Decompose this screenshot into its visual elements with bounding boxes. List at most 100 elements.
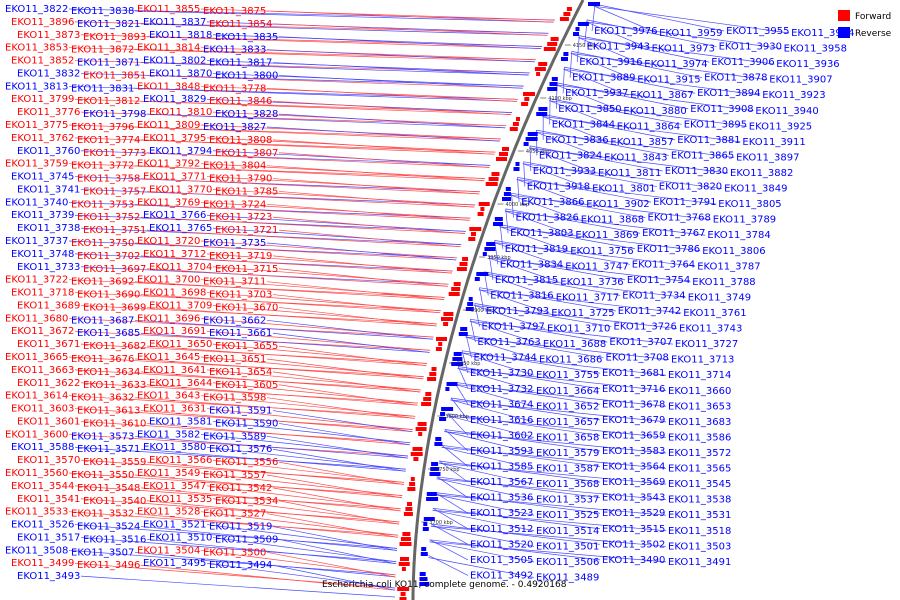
reverse-gene <box>536 112 548 116</box>
gene-label-eko11_3734: EKO11_3734 <box>622 290 685 301</box>
connector-line <box>266 513 398 538</box>
gene-label-eko11_3749: EKO11_3749 <box>688 292 751 303</box>
connector-line <box>266 87 517 102</box>
connector-line <box>489 256 494 280</box>
gene-label-eko11_3519: EKO11_3519 <box>209 522 272 533</box>
gene-label-eko11_3855: EKO11_3855 <box>137 4 200 15</box>
tick-label: 3750 kbp <box>436 467 460 473</box>
connector-line <box>549 100 615 127</box>
gene-label-eko11_3895: EKO11_3895 <box>684 119 747 130</box>
gene-label-eko11_3503: EKO11_3503 <box>668 541 731 552</box>
connector-line <box>457 368 667 392</box>
gene-label-eko11_3632: EKO11_3632 <box>71 393 134 404</box>
connector-line <box>474 303 480 327</box>
gene-label-eko11_3715: EKO11_3715 <box>215 264 278 275</box>
connector-line <box>522 163 591 189</box>
connector-line <box>200 8 555 21</box>
connector-line <box>444 431 535 454</box>
connector-line <box>450 399 667 423</box>
forward-gene <box>400 537 411 541</box>
connector-line <box>436 476 601 499</box>
connector-line <box>140 100 512 115</box>
connector-line <box>453 383 535 407</box>
connector-line <box>206 21 549 34</box>
gene-label-eko11_3580: EKO11_3580 <box>143 442 206 453</box>
gene-label-eko11_3537: EKO11_3537 <box>536 495 599 506</box>
connector-line <box>505 208 641 234</box>
gene-label-eko11_3760: EKO11_3760 <box>17 146 80 157</box>
gene-label-eko11_3508: EKO11_3508 <box>5 545 68 556</box>
forward-gene <box>496 157 507 161</box>
legend-forward-label: Forward <box>855 12 891 22</box>
connector-line <box>465 336 538 361</box>
connector-line <box>266 319 433 340</box>
forward-gene <box>399 597 407 600</box>
connector-line <box>80 537 397 562</box>
gene-label-eko11_3550: EKO11_3550 <box>71 470 134 481</box>
gene-label-eko11_3564: EKO11_3564 <box>602 462 665 473</box>
gene-label-eko11_3691: EKO11_3691 <box>143 326 206 337</box>
gene-label-eko11_3721: EKO11_3721 <box>215 225 278 236</box>
connector-line <box>535 131 603 158</box>
gene-label-eko11_3959: EKO11_3959 <box>659 28 722 39</box>
gene-label-eko11_3662: EKO11_3662 <box>203 315 266 326</box>
connector-line <box>134 126 501 142</box>
gene-label-eko11_3690: EKO11_3690 <box>77 290 140 301</box>
connector-line <box>571 51 703 79</box>
reverse-gene <box>452 357 463 361</box>
gene-label-eko11_3789: EKO11_3789 <box>713 215 776 226</box>
gene-label-eko11_3769: EKO11_3769 <box>137 197 200 208</box>
gene-label-eko11_3602: EKO11_3602 <box>470 430 533 441</box>
gene-label-eko11_3528: EKO11_3528 <box>137 507 200 518</box>
connector-line <box>470 318 608 343</box>
gene-label-eko11_3792: EKO11_3792 <box>137 159 200 170</box>
gene-label-eko11_3808: EKO11_3808 <box>209 135 272 146</box>
connector-line <box>200 317 434 338</box>
gene-label-eko11_3762: EKO11_3762 <box>11 133 74 144</box>
forward-gene <box>410 477 415 481</box>
gene-label-eko11_3766: EKO11_3766 <box>143 210 206 221</box>
gene-label-eko11_3791: EKO11_3791 <box>653 197 716 208</box>
connector-line <box>457 366 469 389</box>
gene-label-eko11_3822: EKO11_3822 <box>5 4 68 15</box>
connector-line <box>140 526 397 551</box>
gene-label-eko11_3736: EKO11_3736 <box>560 277 623 288</box>
connector-line <box>140 23 548 36</box>
gene-label-eko11_3758: EKO11_3758 <box>77 174 140 185</box>
reverse-gene <box>440 412 446 416</box>
gene-label-eko11_3533: EKO11_3533 <box>5 507 68 518</box>
connector-line <box>266 10 554 23</box>
gene-label-eko11_3871: EKO11_3871 <box>77 58 140 69</box>
gene-label-eko11_3923: EKO11_3923 <box>762 90 825 101</box>
connector-line <box>585 21 650 49</box>
reverse-gene <box>474 277 480 281</box>
forward-gene <box>443 322 449 326</box>
tick-label: 4050 kbp <box>526 149 550 155</box>
connector-line <box>74 485 401 510</box>
gene-label-eko11_3538: EKO11_3538 <box>668 495 731 506</box>
connector-line <box>206 253 453 272</box>
connector-line <box>74 408 413 430</box>
gene-label-eko11_3532: EKO11_3532 <box>71 509 134 520</box>
connector-line <box>212 343 427 364</box>
connector-line <box>146 268 448 287</box>
gene-label-eko11_3525: EKO11_3525 <box>536 510 599 521</box>
gene-label-eko11_3906: EKO11_3906 <box>711 57 774 68</box>
gene-label-eko11_3775: EKO11_3775 <box>5 120 68 131</box>
reverse-gene <box>561 57 568 61</box>
gene-label-eko11_3851: EKO11_3851 <box>83 70 146 81</box>
forward-gene <box>429 372 437 376</box>
connector-line <box>549 100 747 127</box>
gene-label-eko11_3515: EKO11_3515 <box>602 524 665 535</box>
connector-line <box>134 165 485 181</box>
gene-label-eko11_3633: EKO11_3633 <box>83 380 146 391</box>
connector-line <box>500 224 635 250</box>
reverse-gene <box>588 2 600 6</box>
gene-label-eko11_3507: EKO11_3507 <box>71 547 134 558</box>
gene-label-eko11_3850: EKO11_3850 <box>558 104 621 115</box>
gene-label-eko11_3491: EKO11_3491 <box>668 557 731 568</box>
gene-label-eko11_3798: EKO11_3798 <box>83 109 146 120</box>
connector-line <box>68 433 409 457</box>
reverse-gene <box>422 527 429 531</box>
